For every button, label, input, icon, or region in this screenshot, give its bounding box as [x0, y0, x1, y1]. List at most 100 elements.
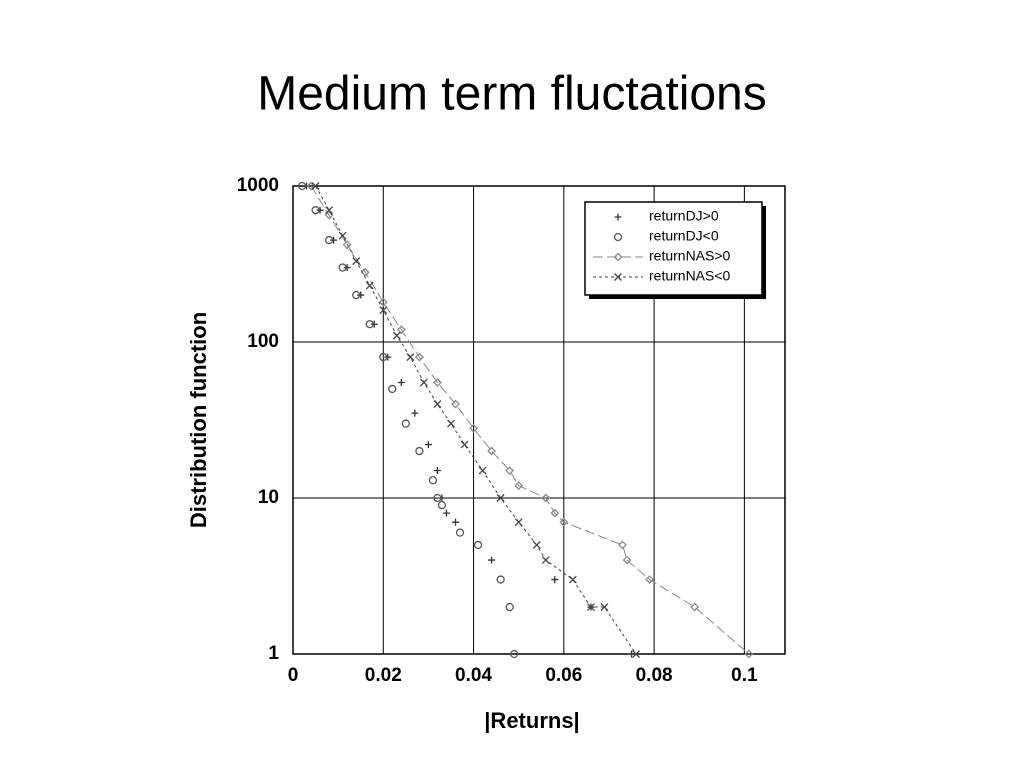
legend-label: returnNAS>0 [649, 248, 731, 264]
legend-marker [614, 213, 622, 221]
data-point [424, 441, 432, 449]
x-axis-label: |Returns| [484, 708, 579, 733]
data-point [414, 352, 424, 362]
data-point [392, 331, 401, 340]
data-point [645, 575, 655, 584]
series-line [315, 185, 637, 655]
data-point [379, 306, 388, 315]
x-tick-label: 0.1 [731, 665, 758, 686]
data-point [469, 423, 478, 433]
data-point [415, 446, 424, 456]
data-point [303, 182, 311, 190]
data-point [316, 206, 324, 214]
data-point [325, 206, 334, 215]
legend-label: returnNAS<0 [649, 268, 731, 284]
data-point [370, 320, 378, 328]
data-point [496, 494, 505, 502]
data-point [411, 409, 419, 417]
data-point [433, 400, 442, 409]
data-point [690, 602, 700, 612]
legend-label: returnDJ>0 [649, 208, 719, 224]
data-point [473, 540, 483, 550]
x-tick-label: 0.04 [455, 665, 492, 686]
data-point [338, 231, 347, 240]
data-point [433, 493, 442, 503]
data-point [510, 649, 519, 659]
data-point [618, 540, 627, 550]
data-point [505, 466, 515, 475]
y-tick-label: 10 [258, 487, 279, 508]
data-point [406, 353, 415, 362]
x-tick-label: 0.06 [545, 665, 582, 686]
data-point [360, 267, 370, 277]
legend-marker [614, 273, 622, 281]
data-point [586, 603, 595, 611]
data-point [514, 518, 523, 527]
data-point [428, 476, 438, 485]
data-point [451, 518, 459, 526]
data-point [433, 467, 441, 475]
data-point [632, 650, 641, 658]
data-point [532, 541, 541, 549]
data-point [438, 494, 446, 502]
data-point [541, 556, 550, 565]
data-point [600, 603, 609, 611]
y-axis-label: Distribution function [186, 312, 211, 528]
legend-marker [613, 232, 623, 242]
data-point [541, 493, 551, 503]
data-point [455, 528, 465, 537]
data-point [378, 297, 388, 307]
data-point [396, 325, 406, 335]
data-point [559, 517, 569, 527]
data-point [451, 399, 460, 409]
y-tick-label: 100 [247, 331, 279, 352]
data-point [379, 352, 388, 362]
data-point [496, 575, 505, 584]
data-point [338, 263, 347, 272]
data-point [622, 555, 632, 565]
data-point [514, 481, 524, 491]
data-point [311, 182, 320, 190]
data-point [447, 419, 455, 428]
data-point [488, 556, 496, 564]
data-point [306, 181, 316, 191]
data-point [433, 378, 442, 387]
data-point [357, 291, 365, 299]
data-point [352, 290, 361, 300]
legend-label: returnDJ<0 [649, 228, 719, 244]
data-point [568, 575, 577, 584]
legend-marker [613, 252, 623, 262]
data-point [744, 649, 754, 659]
data-point [384, 353, 392, 361]
data-point [550, 508, 560, 518]
x-tick-label: 0.02 [365, 665, 402, 686]
data-point [324, 235, 334, 245]
slide-title: Medium term fluctations [257, 68, 767, 121]
y-tick-label: 1 [268, 643, 279, 664]
data-point [297, 181, 307, 191]
series-line [310, 185, 750, 655]
data-point [342, 240, 352, 250]
data-point [397, 379, 405, 387]
x-tick-label: 0 [288, 665, 299, 686]
data-point [401, 419, 410, 428]
data-point [442, 509, 450, 517]
data-point [388, 384, 397, 394]
data-point [478, 466, 487, 475]
data-point [628, 650, 636, 658]
x-tick-label: 0.08 [636, 665, 673, 686]
data-point [311, 206, 320, 215]
data-point [365, 320, 374, 329]
data-point [505, 602, 514, 612]
data-point [487, 446, 497, 456]
y-tick-label: 1000 [237, 175, 279, 196]
data-point [330, 236, 338, 244]
data-point [437, 501, 447, 510]
data-point [460, 440, 469, 449]
data-point [343, 264, 351, 272]
data-point [419, 378, 428, 387]
data-point [365, 281, 374, 290]
data-point [352, 257, 361, 266]
data-point [551, 576, 559, 584]
